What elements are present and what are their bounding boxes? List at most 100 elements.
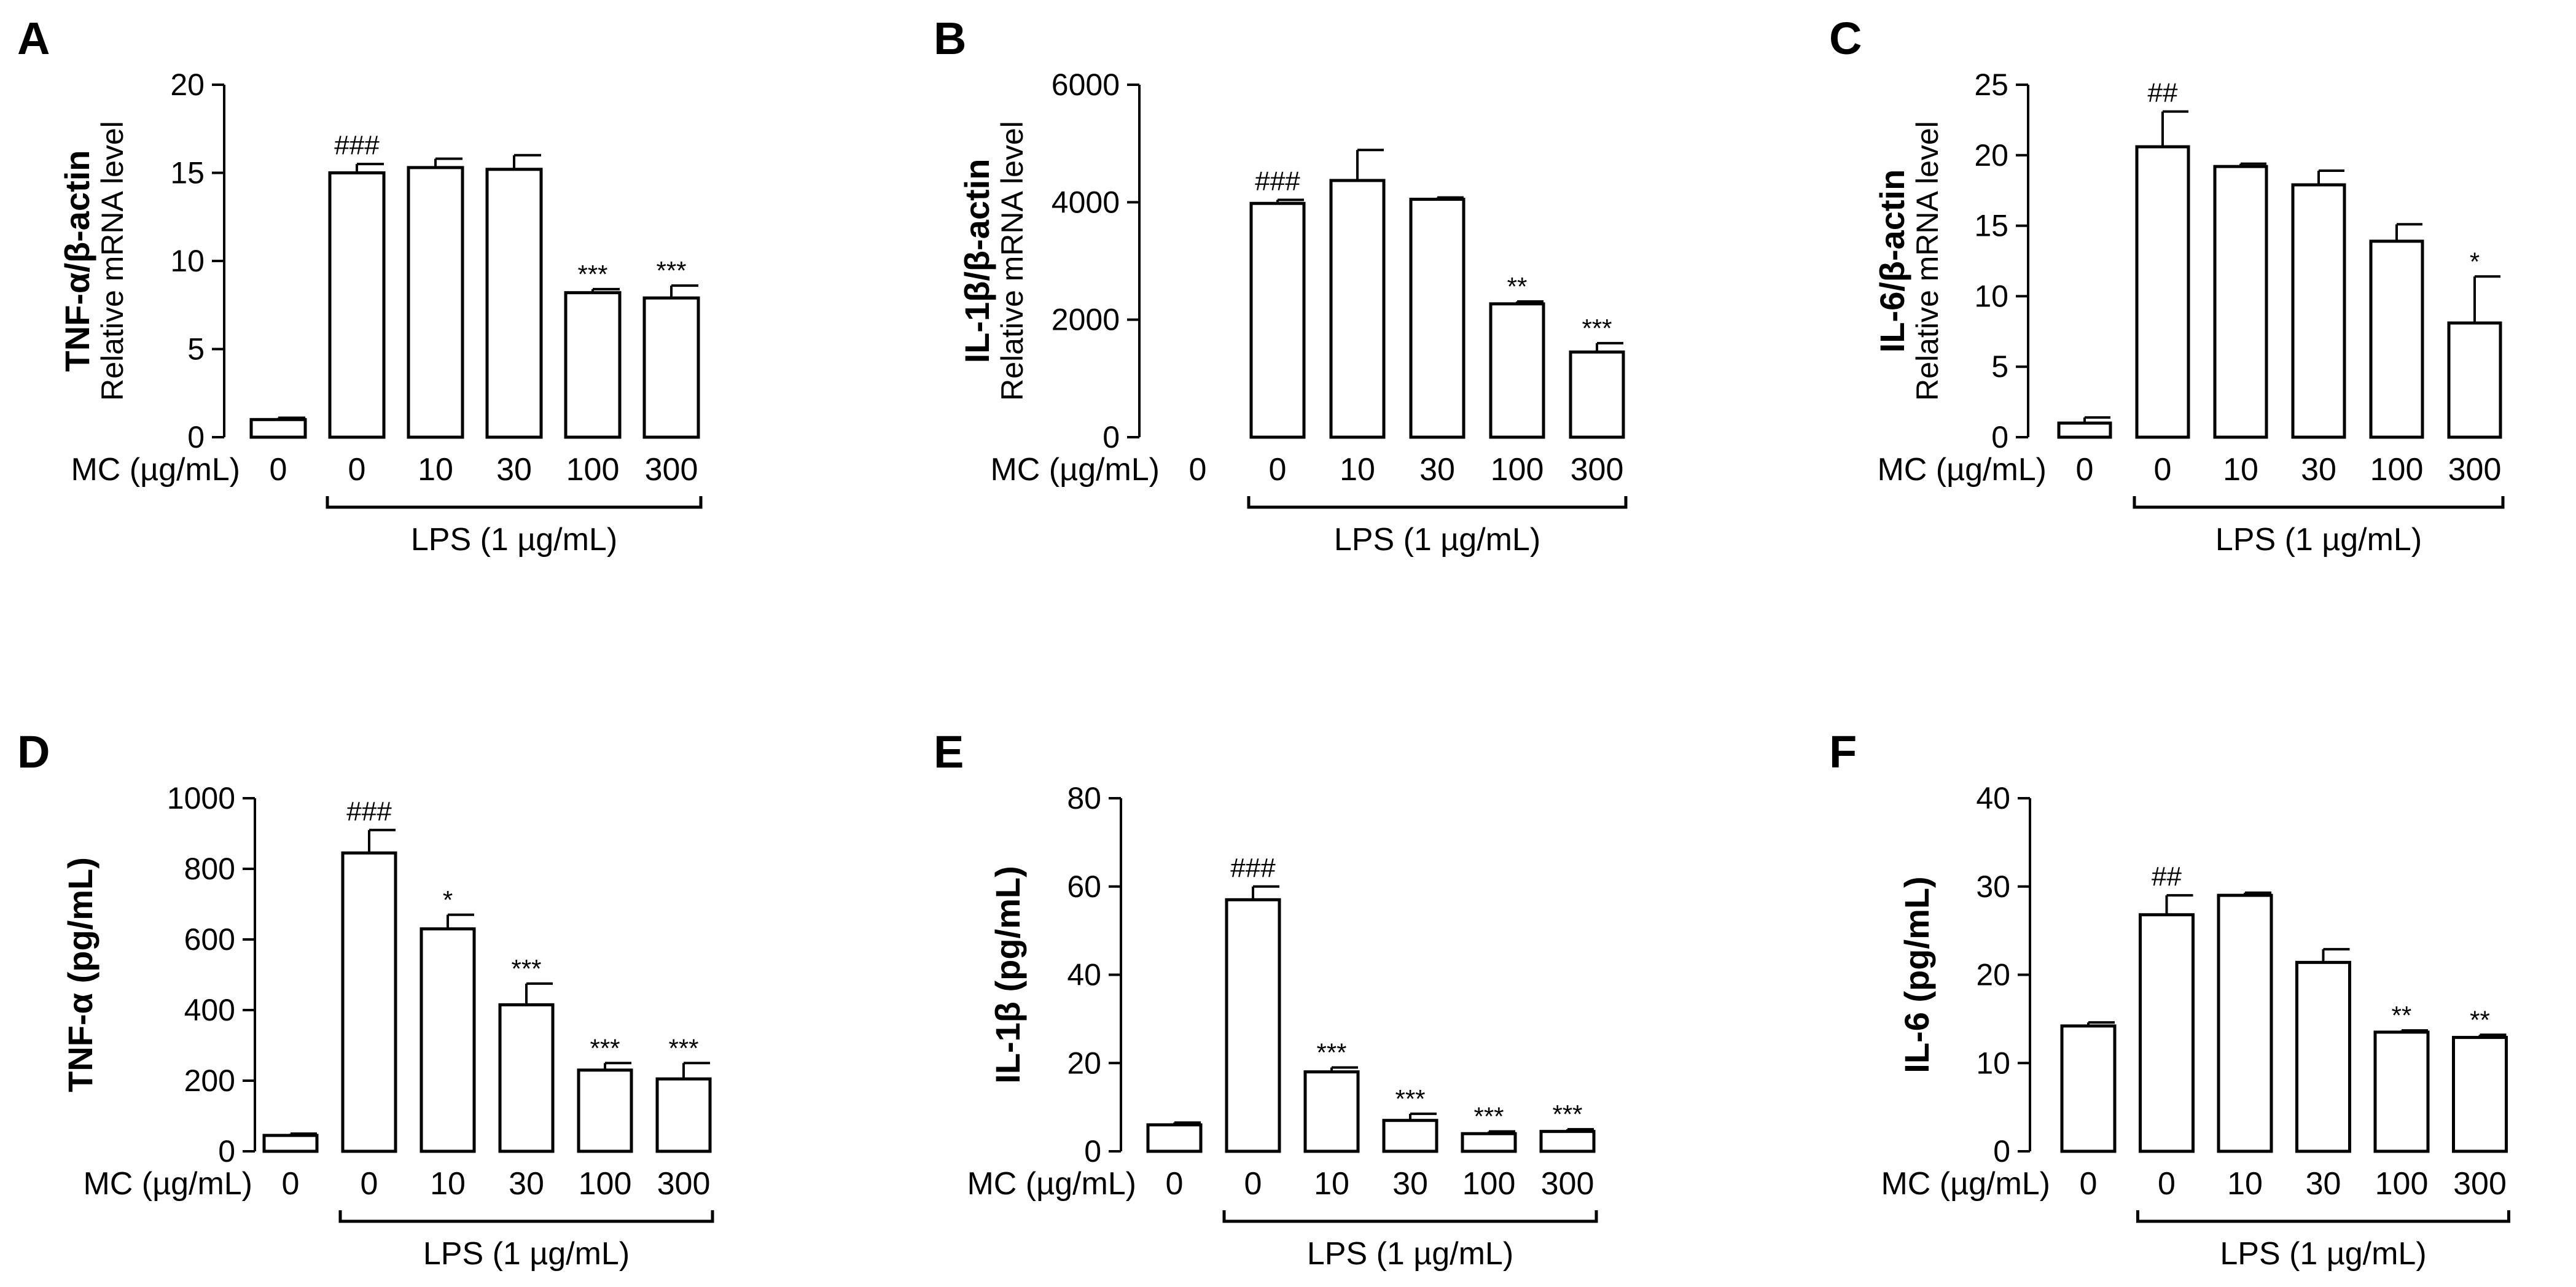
panel-letter: A <box>17 13 50 64</box>
bar <box>420 927 476 1153</box>
x-category-label: 10 <box>1314 1166 1349 1202</box>
y-tick-label: 15 <box>1974 209 2008 243</box>
x-category-label: 0 <box>1269 452 1287 488</box>
y-tick-label: 10 <box>1976 1046 2010 1080</box>
x-category-label: 0 <box>361 1166 378 1202</box>
x-category-label: 30 <box>2301 452 2336 488</box>
x-category-label: 0 <box>1244 1166 1262 1202</box>
x-category-label: 0 <box>2080 1166 2098 1202</box>
bar <box>1489 302 1545 439</box>
y-tick-label: 0 <box>187 420 205 454</box>
y-tick-label: 4000 <box>1052 185 1120 219</box>
panel-letter: F <box>1829 726 1857 777</box>
bar <box>328 171 386 439</box>
y-tick-label: 200 <box>184 1063 235 1098</box>
bar <box>2447 321 2502 439</box>
y-tick-label: 25 <box>1974 68 2008 102</box>
significance-label: ** <box>2392 1001 2412 1030</box>
x-category-label: 30 <box>1392 1166 1428 1202</box>
y-tick-label: 5 <box>1991 349 2008 384</box>
y-tick-label: 10 <box>170 244 205 278</box>
significance-label: *** <box>511 954 541 983</box>
x-category-label: 100 <box>2370 452 2424 488</box>
y-axis-title: IL-6 (pg/mL) <box>1897 876 1936 1073</box>
x-category-label: 30 <box>496 452 532 488</box>
x-category-label: 10 <box>430 1166 466 1202</box>
lps-group-label: LPS (1 µg/mL) <box>2215 522 2422 558</box>
lps-bracket <box>338 1210 714 1223</box>
panel-letter: E <box>934 726 964 777</box>
x-category-label: 30 <box>509 1166 544 1202</box>
bar <box>2057 421 2112 439</box>
bar <box>2060 1024 2117 1153</box>
y-tick-label: 2000 <box>1052 303 1120 337</box>
bar <box>485 168 543 439</box>
x-row-label: MC (µg/mL) <box>71 452 240 488</box>
lps-bracket <box>2133 496 2505 509</box>
bar <box>1225 898 1281 1153</box>
bar <box>577 1068 633 1153</box>
bar <box>564 291 622 439</box>
significance-label: ** <box>1507 272 1528 301</box>
x-category-label: 0 <box>2158 1166 2176 1202</box>
x-row-label: MC (µg/mL) <box>967 1166 1136 1202</box>
significance-label: *** <box>668 1033 698 1062</box>
lps-bracket <box>326 496 703 509</box>
significance-label: *** <box>590 1033 620 1062</box>
chart-panel-f: F 0 10 20 30 40 IL-6 (pg/mL) 0 ## 0 10 30 ** 100 ** 300… <box>1829 726 2510 1272</box>
bar <box>498 1003 555 1153</box>
bar <box>2139 913 2195 1153</box>
bar <box>341 851 397 1153</box>
lps-bracket <box>1247 496 1628 509</box>
y-tick-label: 40 <box>1067 958 1101 992</box>
y-axis-title: IL-1β (pg/mL) <box>988 866 1027 1084</box>
x-category-label: 0 <box>2154 452 2172 488</box>
bar <box>655 1077 712 1153</box>
x-row-label: MC (µg/mL) <box>1877 452 2047 488</box>
x-category-label: 0 <box>1166 1166 1184 1202</box>
y-tick-label: 80 <box>1067 781 1101 815</box>
x-category-label: 100 <box>1462 1166 1516 1202</box>
bar <box>1461 1132 1517 1153</box>
bar <box>249 418 307 439</box>
panel-letter: C <box>1829 13 1862 64</box>
y-tick-label: 0 <box>218 1134 235 1168</box>
bar <box>2217 893 2273 1153</box>
lps-group-label: LPS (1 µg/mL) <box>411 522 617 558</box>
bar <box>2213 165 2268 439</box>
significance-label: ### <box>346 796 392 826</box>
bar <box>2291 183 2346 439</box>
x-category-label: 100 <box>1491 452 1544 488</box>
significance-label: ## <box>2148 78 2178 108</box>
x-category-label: 0 <box>348 452 366 488</box>
y-axis-title: TNF-α/β-actin <box>58 150 96 371</box>
bar <box>2369 239 2424 439</box>
x-category-label: 300 <box>2453 1166 2507 1202</box>
x-row-label: MC (µg/mL) <box>83 1166 252 1202</box>
significance-label: ### <box>1255 166 1300 196</box>
panels: A 0 5 10 15 20 TNF-α/β-actin Relative mRNA leve… <box>17 13 2510 1272</box>
lps-group-label: LPS (1 µg/mL) <box>423 1236 630 1272</box>
y-tick-label: 40 <box>1976 781 2010 815</box>
x-category-label: 0 <box>282 1166 300 1202</box>
x-category-label: 0 <box>2076 452 2094 488</box>
significance-label: *** <box>1552 1100 1582 1129</box>
y-axis-subtitle: Relative mRNA level <box>995 121 1029 401</box>
y-tick-label: 5 <box>187 332 205 367</box>
significance-label: ## <box>2152 861 2182 892</box>
y-tick-label: 20 <box>170 68 205 102</box>
y-axis-subtitle: Relative mRNA level <box>1910 121 1945 401</box>
significance-label: *** <box>1316 1038 1346 1067</box>
bar <box>1146 1123 1203 1153</box>
y-tick-label: 15 <box>170 156 205 190</box>
x-category-label: 300 <box>645 452 698 488</box>
y-tick-label: 0 <box>1084 1134 1101 1168</box>
bar <box>1249 201 1306 439</box>
bar <box>1382 1119 1438 1153</box>
y-tick-label: 600 <box>184 922 235 957</box>
x-row-label: MC (µg/mL) <box>1881 1166 2050 1202</box>
bar <box>2452 1036 2508 1153</box>
significance-label: *** <box>1395 1084 1425 1113</box>
x-category-label: 10 <box>418 452 453 488</box>
